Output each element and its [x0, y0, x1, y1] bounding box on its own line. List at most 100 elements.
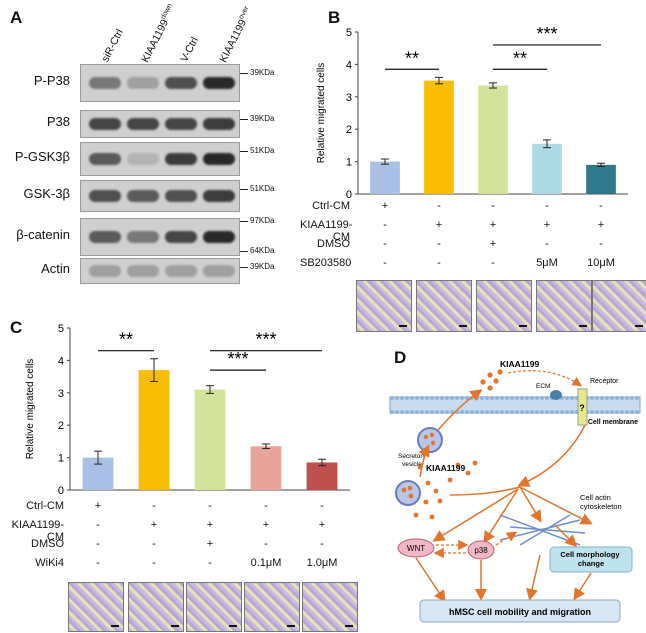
bar	[478, 85, 508, 194]
scale-bar	[171, 625, 179, 627]
lane-header: siR-Ctrl	[99, 27, 126, 64]
p38-label: p38	[474, 546, 488, 555]
condition-name: DMSO	[317, 238, 350, 250]
y-axis-label: Relative migrated cells	[25, 359, 36, 460]
scale-bar	[287, 625, 295, 627]
lipid-head	[425, 396, 429, 400]
significance-label: **	[119, 330, 133, 350]
marker-tick	[240, 221, 248, 222]
bar	[138, 370, 170, 490]
lipid-head	[510, 396, 514, 400]
panel-d-label: D	[394, 348, 407, 367]
micrograph	[128, 582, 184, 632]
marker-label: 39KDa	[250, 262, 275, 271]
bar	[250, 446, 282, 490]
scale-bar	[111, 625, 119, 627]
wnt-label: WNT	[407, 544, 425, 553]
blot-strip	[80, 110, 240, 138]
blot-band	[165, 153, 197, 165]
blot-strip	[80, 218, 240, 256]
marker-label: 51KDa	[250, 184, 275, 193]
lipid-head	[630, 396, 634, 400]
condition-value: 0.1μM	[250, 557, 282, 569]
lane-header: KIAA1199over	[217, 5, 255, 64]
bar	[306, 462, 338, 490]
blot-band	[127, 118, 159, 130]
blot-band	[89, 265, 121, 277]
lipid-head	[470, 410, 474, 414]
blot-band	[89, 190, 121, 202]
condition-value: -	[383, 219, 387, 231]
condition-value: -	[264, 538, 268, 550]
significance-label: **	[513, 48, 527, 68]
condition-value: -	[320, 500, 324, 512]
bar	[194, 389, 226, 490]
kiaa1199-particles-mid	[395, 460, 478, 520]
blot-band	[127, 153, 159, 165]
y-tick-label: 1	[346, 157, 352, 169]
lipid-head	[595, 410, 599, 414]
lipid-head	[410, 396, 414, 400]
morphology-line-1: Cell morphology	[560, 550, 620, 559]
kiaa1199-mid-label: KIAA1199	[426, 463, 465, 473]
condition-value: +	[597, 219, 605, 231]
result-box	[419, 599, 621, 623]
lipid-head	[495, 396, 499, 400]
condition-value: 5μM	[536, 257, 558, 269]
lipid-head	[485, 396, 489, 400]
lipid-head	[570, 396, 574, 400]
lipid-head	[610, 396, 614, 400]
lipid-head	[450, 396, 454, 400]
y-tick-label: 5	[58, 323, 64, 335]
condition-value: -	[264, 500, 268, 512]
blot-row-label: β-catenin	[16, 227, 70, 242]
secretory-line-1: Secretory	[398, 453, 427, 460]
actin-cytoskeleton	[499, 514, 586, 546]
lipid-head	[455, 396, 459, 400]
lipid-head	[570, 410, 574, 414]
lipid-head	[595, 396, 599, 400]
micrograph	[68, 582, 124, 632]
lipid-head	[490, 410, 494, 414]
micrograph	[416, 280, 472, 332]
lipid-head	[405, 410, 409, 414]
micrograph	[356, 280, 412, 332]
lipid-head	[535, 396, 539, 400]
condition-value: -	[208, 500, 212, 512]
lipid-head	[480, 410, 484, 414]
condition-value: -	[152, 557, 156, 569]
bar	[370, 161, 400, 194]
secretory-line-2: vesicle	[402, 461, 422, 468]
lane-header: KIAA1199down	[139, 2, 179, 64]
condition-value: -	[437, 238, 441, 250]
lipid-head	[510, 410, 514, 414]
lipid-head	[430, 410, 434, 414]
marker-tick	[240, 251, 248, 252]
marker-tick	[240, 189, 248, 190]
lipid-head	[545, 396, 549, 400]
lipid-head	[620, 410, 624, 414]
lipid-head	[395, 396, 399, 400]
lipid-head	[505, 396, 509, 400]
marker-tick	[240, 119, 248, 120]
micrograph	[186, 582, 242, 632]
blot-band	[203, 190, 235, 202]
lipid-head	[395, 410, 399, 414]
condition-value: -	[320, 538, 324, 550]
condition-value: +	[489, 219, 497, 231]
lipid-head	[460, 396, 464, 400]
lipid-head	[535, 410, 539, 414]
lipid-head	[485, 410, 489, 414]
condition-value: -	[437, 200, 441, 212]
blot-band	[127, 190, 159, 202]
lipid-head	[440, 410, 444, 414]
blot-band	[89, 231, 121, 243]
lane-header-text: V-Ctrl	[178, 35, 201, 64]
cell-membrane-label: Cell membrane	[588, 419, 638, 426]
lipid-head	[565, 396, 569, 400]
lipid-head	[620, 396, 624, 400]
result-label: hMSC cell mobility and migration	[449, 607, 591, 617]
lipid-head	[560, 410, 564, 414]
condition-name: WiKi4	[35, 557, 64, 569]
blot-strip	[80, 180, 240, 212]
